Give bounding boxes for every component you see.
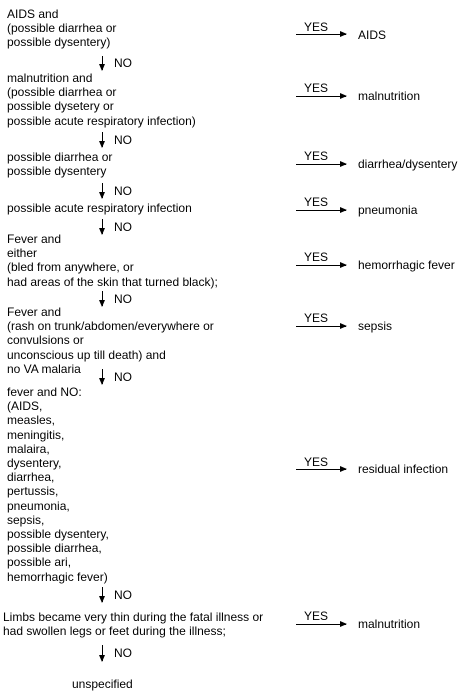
yes-label-7: YES <box>304 455 329 469</box>
yes-arrow-2 <box>296 93 347 99</box>
no-label-7: NO <box>114 588 132 602</box>
result-1: AIDS <box>358 28 387 42</box>
yes-label-2: YES <box>304 81 329 95</box>
yes-arrow-1 <box>296 31 347 37</box>
yes-arrow-3 <box>296 161 347 167</box>
no-label-8: NO <box>114 646 132 660</box>
no-label-1: NO <box>114 56 132 70</box>
result-3: diarrhea/dysentery <box>358 157 458 171</box>
yes-label-4: YES <box>304 195 329 209</box>
no-arrow-7 <box>99 587 105 603</box>
no-label-5: NO <box>114 292 132 306</box>
yes-arrow-8 <box>296 621 347 627</box>
condition-5: Fever and either (bled from anywhere, or… <box>7 232 218 289</box>
no-arrow-8 <box>99 645 105 662</box>
no-arrow-1 <box>99 56 105 71</box>
no-arrow-2 <box>99 132 105 148</box>
no-arrow-6 <box>99 369 105 385</box>
no-label-2: NO <box>114 133 132 147</box>
yes-label-3: YES <box>304 149 329 163</box>
condition-4: possible acute respiratory infection <box>7 201 192 215</box>
condition-2: malnutrition and (possible diarrhea or p… <box>7 71 196 128</box>
yes-arrow-7 <box>296 466 347 472</box>
result-6: sepsis <box>358 319 393 333</box>
yes-label-1: YES <box>304 20 329 34</box>
no-label-6: NO <box>114 370 132 384</box>
result-4: pneumonia <box>358 203 418 217</box>
result-7: residual infection <box>358 462 449 476</box>
yes-label-5: YES <box>304 250 329 264</box>
yes-label-8: YES <box>304 609 329 623</box>
yes-arrow-5 <box>296 262 347 268</box>
no-label-4: NO <box>114 220 132 234</box>
no-arrow-3 <box>99 183 105 199</box>
condition-8: Limbs became very thin during the fatal … <box>3 610 264 639</box>
result-5: hemorrhagic fever <box>358 258 455 272</box>
condition-1: AIDS and (possible diarrhea or possible … <box>7 7 117 50</box>
yes-arrow-6 <box>296 323 347 329</box>
result-8: malnutrition <box>358 617 421 631</box>
no-arrow-4 <box>99 219 105 235</box>
condition-7: fever and NO: (AIDS, measles, meningitis… <box>7 385 109 584</box>
result-2: malnutrition <box>358 89 421 103</box>
fallback-result: unspecified <box>72 677 133 691</box>
no-label-3: NO <box>114 184 132 198</box>
yes-arrow-4 <box>296 207 347 213</box>
yes-label-6: YES <box>304 311 329 325</box>
condition-3: possible diarrhea or possible dysentery <box>7 150 113 179</box>
no-arrow-5 <box>99 291 105 307</box>
condition-6: Fever and (rash on trunk/abdomen/everywh… <box>7 305 214 376</box>
